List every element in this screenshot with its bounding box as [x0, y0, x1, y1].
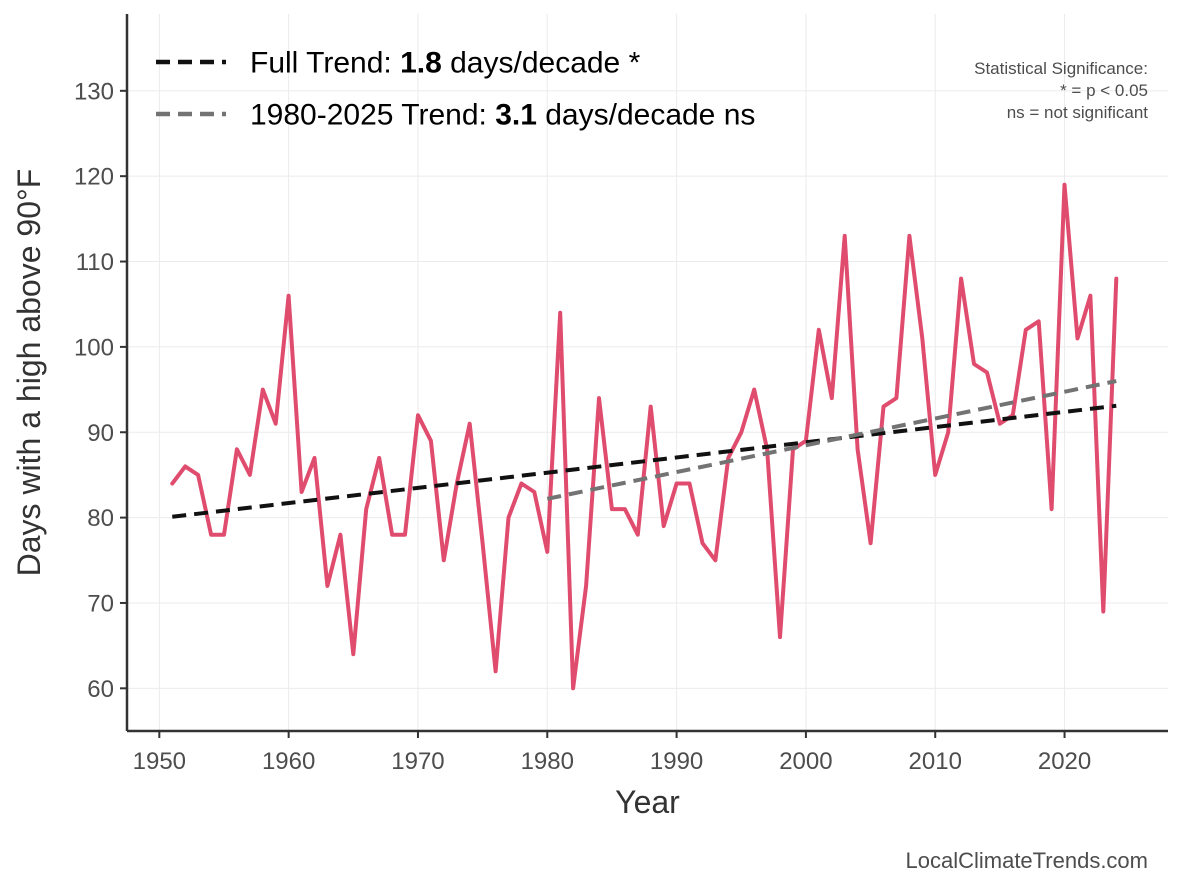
legend: Full Trend: 1.8 days/decade * 1980-2025 T…: [156, 47, 755, 132]
y-tick-label: 130: [74, 78, 114, 105]
x-tick-label: 1960: [262, 748, 315, 775]
legend-label-prefix: Full Trend:: [250, 47, 400, 80]
y-tick-label: 100: [74, 334, 114, 361]
y-tick-label: 120: [74, 164, 114, 191]
y-axis-title: Days with a high above 90°F: [11, 169, 47, 577]
credit-text: LocalClimateTrends.com: [906, 848, 1149, 873]
recent-trend-line: [546, 379, 1117, 501]
x-tick-label: 2010: [909, 748, 962, 775]
y-tick-label: 80: [87, 505, 114, 532]
x-tick-label: 1970: [391, 748, 444, 775]
data-series: [170, 182, 1119, 691]
x-tick-label: 2020: [1038, 748, 1091, 775]
x-tick-label: 1950: [133, 748, 186, 775]
legend-trend-value: 3.1: [495, 99, 537, 132]
legend-label-suffix: days/decade ns: [537, 99, 755, 132]
significance-line: Statistical Significance:: [974, 59, 1148, 78]
ticks: 60 70 80 90 100 110 120 130 1950 1960 1970 1980 1990…: [74, 78, 1091, 775]
series-line: [170, 182, 1119, 691]
full-trend-line: [172, 403, 1117, 519]
legend-label-prefix: 1980-2025 Trend:: [250, 99, 495, 132]
y-tick-label: 60: [87, 676, 114, 703]
y-tick-label: 110: [76, 249, 114, 276]
significance-line: * = p < 0.05: [1060, 81, 1148, 100]
x-axis-title: Year: [615, 784, 680, 820]
x-tick-label: 1980: [521, 748, 574, 775]
significance-line: ns = not significant: [1007, 103, 1149, 122]
significance-note: Statistical Significance: * = p < 0.05 ns …: [974, 59, 1148, 122]
axes: [125, 14, 1168, 733]
legend-trend-value: 1.8: [400, 47, 442, 80]
y-tick-label: 70: [87, 590, 114, 617]
legend-full-trend-label: Full Trend: 1.8 days/decade *: [250, 47, 641, 80]
x-tick-label: 1990: [650, 748, 703, 775]
grid-lines: [127, 14, 1168, 731]
legend-label-suffix: days/decade *: [442, 47, 641, 80]
trend-lines: [172, 379, 1117, 519]
y-tick-label: 90: [87, 420, 114, 447]
legend-recent-trend-label: 1980-2025 Trend: 3.1 days/decade ns: [250, 99, 755, 132]
x-tick-label: 2000: [779, 748, 832, 775]
